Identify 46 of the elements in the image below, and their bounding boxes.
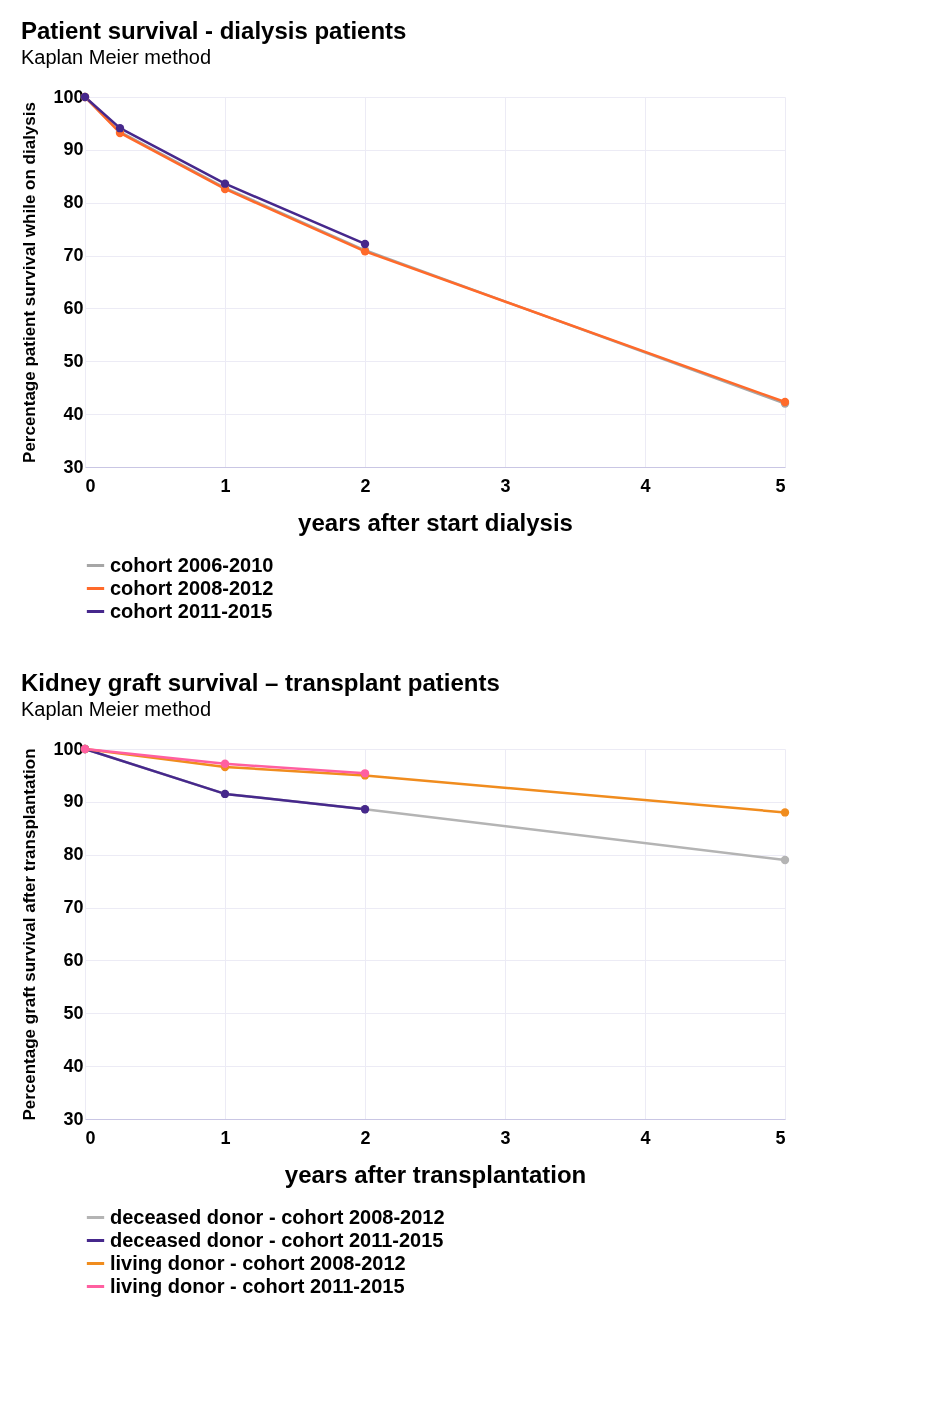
legend-label: deceased donor - cohort 2008-2012	[110, 1205, 445, 1228]
point	[780, 855, 790, 865]
point	[220, 759, 230, 768]
y-tick-label: 40	[63, 403, 84, 424]
x-tick-label: 4	[640, 475, 651, 496]
legend-label: cohort 2006-2010	[110, 553, 274, 576]
x-axis-title: years after transplantation	[284, 1160, 587, 1188]
y-tick-label: 40	[63, 1055, 84, 1076]
x-tick-label: 1	[220, 475, 231, 496]
x-axis-title: years after start dialysis	[298, 508, 573, 536]
y-tick-label: 30	[63, 456, 84, 477]
legend-label: deceased donor - cohort 2011-2015	[110, 1228, 444, 1251]
chart-subtitle: Kaplan Meier method	[20, 698, 212, 720]
x-tick-label: 0	[85, 1127, 96, 1148]
chart-subtitle: Kaplan Meier method	[20, 46, 212, 68]
y-tick-label: 50	[63, 1002, 84, 1023]
chart-title: Kidney graft survival – transplant patients	[20, 669, 500, 696]
y-tick-label: 90	[63, 791, 84, 812]
legend-label: cohort 2008-2012	[110, 576, 274, 599]
chart-title: Patient survival - dialysis patients	[20, 17, 407, 44]
y-tick-label: 30	[63, 1108, 84, 1129]
x-tick-label: 3	[500, 475, 511, 496]
x-tick-label: 5	[775, 1127, 786, 1148]
y-tick-label: 80	[63, 192, 84, 213]
y-tick-label: 70	[63, 245, 84, 266]
legend-label: cohort 2011-2015	[110, 599, 273, 622]
y-tick-label: 80	[63, 844, 84, 865]
y-tick-label: 60	[63, 297, 84, 318]
x-tick-label: 1	[220, 1127, 231, 1148]
x-tick-label: 4	[640, 1127, 651, 1148]
legend-label: living donor - cohort 2011-2015	[110, 1274, 405, 1297]
y-tick-label: 60	[63, 949, 84, 970]
y-tick-label: 50	[63, 350, 84, 371]
y-tick-label: 100	[53, 86, 84, 107]
x-tick-label: 5	[775, 475, 786, 496]
point	[780, 808, 790, 817]
x-tick-label: 2	[360, 475, 371, 496]
x-tick-label: 3	[500, 1127, 511, 1148]
y-axis-title: Percentage patient survival while on dialysis	[20, 102, 40, 463]
y-tick-label: 70	[63, 897, 84, 918]
legend-label: living donor - cohort 2008-2012	[110, 1251, 406, 1274]
y-axis-title: Percentage graft survival after transplantation	[20, 748, 40, 1121]
y-tick-label: 90	[63, 139, 84, 160]
x-tick-label: 2	[360, 1127, 371, 1148]
y-tick-label: 100	[53, 738, 84, 759]
x-tick-label: 0	[85, 475, 96, 496]
